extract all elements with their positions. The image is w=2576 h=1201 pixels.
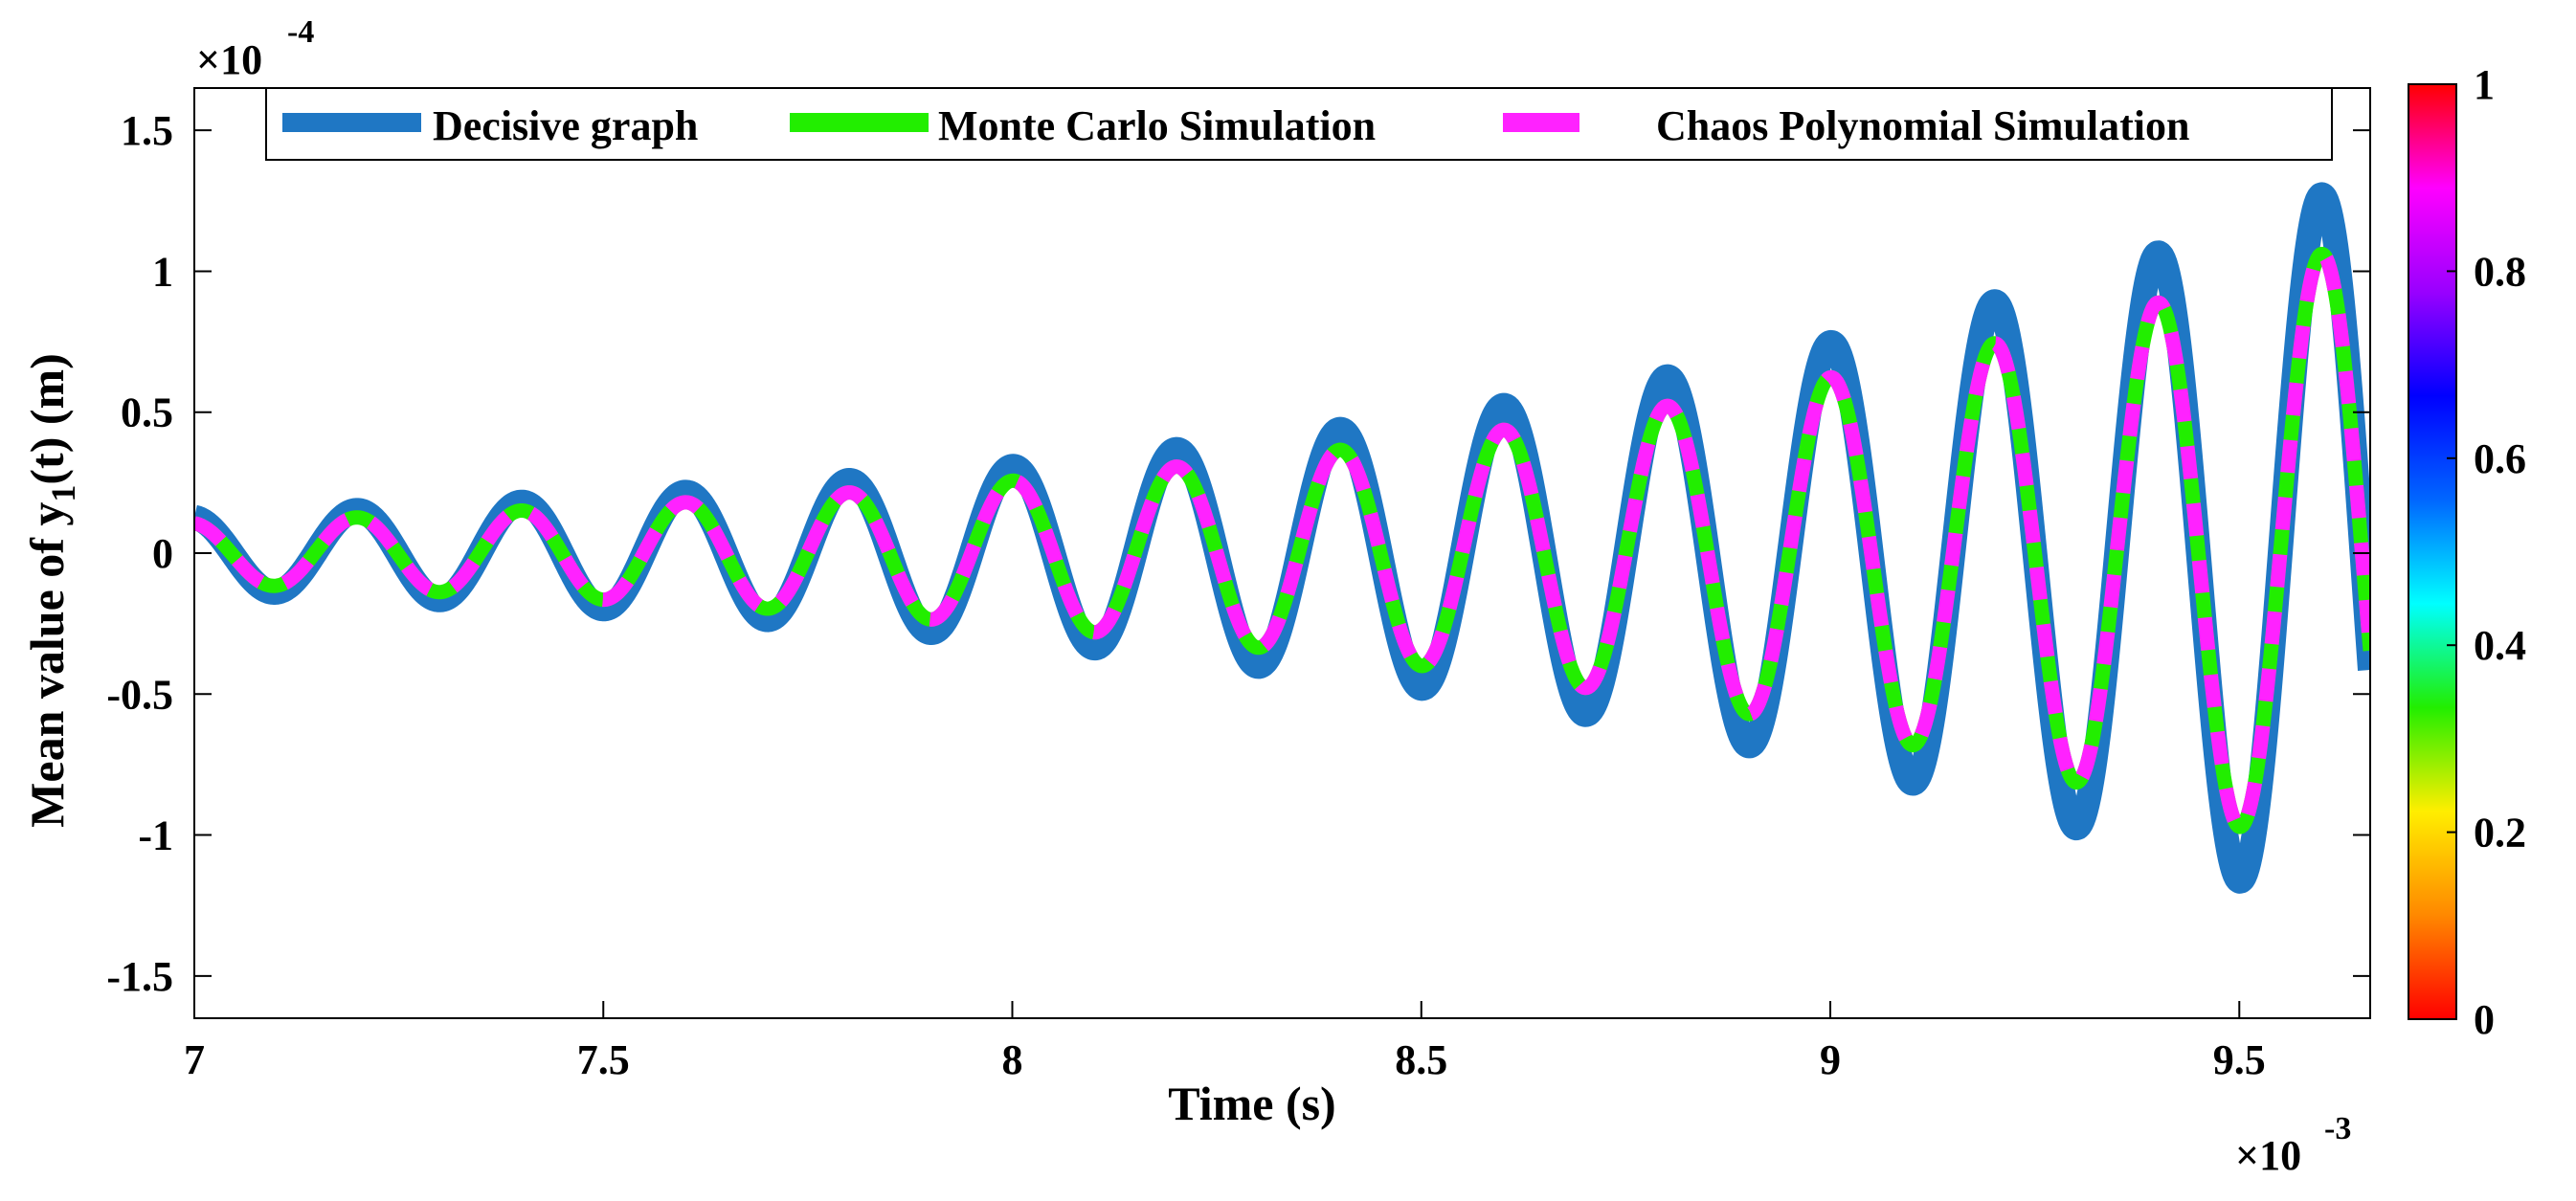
colorbar-tick-label: 0.4 [2474, 622, 2526, 669]
y-tick-label: 1 [152, 248, 173, 295]
x-axis-label: Time (s) [1168, 1077, 1335, 1130]
x-tick-label: 7.5 [577, 1036, 630, 1083]
x-tick-label: 7 [184, 1036, 205, 1083]
colorbar-tick-label: 0 [2474, 996, 2495, 1043]
legend: Decisive graph Monte Carlo Simulation Ch… [265, 87, 2333, 161]
x-axis: 7 7.5 8 8.5 9 9.5 [184, 88, 2266, 1083]
legend-label-chaos: Chaos Polynomial Simulation [1656, 102, 2189, 149]
colorbar-ticks: 0 0.2 0.4 0.6 0.8 1 [2447, 61, 2526, 1043]
y-tick-label: -1 [138, 812, 173, 859]
colorbar-tick-label: 0.8 [2474, 248, 2526, 295]
y-axis-label: Mean value of y1(t) (m) [20, 353, 82, 828]
x-axis-exponent-power: -3 [2324, 1111, 2351, 1146]
y-tick-label: -1.5 [106, 953, 173, 1000]
y-axis-exponent-base: ×10 [196, 36, 262, 83]
colorbar: 0 0.2 0.4 0.6 0.8 1 [2408, 61, 2526, 1043]
y-axis-label-main: Mean value of y [20, 502, 74, 828]
colorbar-tick-label: 0.2 [2474, 810, 2526, 856]
y-axis-label-subscript: 1 [44, 485, 82, 502]
x-tick-label: 9 [1820, 1036, 1841, 1083]
y-tick-label: 0.5 [121, 389, 173, 436]
y-axis: -1.5 -1 -0.5 0 0.5 1 1.5 [106, 107, 2370, 1000]
legend-box [265, 87, 2333, 161]
y-tick-label: 0 [152, 530, 173, 577]
y-tick-label: 1.5 [121, 107, 173, 154]
colorbar-tick-label: 1 [2474, 61, 2495, 108]
colorbar-gradient [2408, 83, 2457, 1020]
x-tick-label: 9.5 [2213, 1036, 2266, 1083]
colorbar-tick-label: 0.6 [2474, 435, 2526, 482]
y-tick-label: -0.5 [106, 671, 173, 718]
y-axis-exponent-power: -4 [287, 14, 314, 50]
y-axis-label-tail: (t) (m) [20, 353, 74, 484]
legend-label-monte-carlo: Monte Carlo Simulation [938, 102, 1376, 149]
series-chaos-polynomial [194, 246, 2370, 834]
series-layer [194, 182, 2370, 894]
x-axis-exponent-base: ×10 [2235, 1132, 2301, 1179]
x-tick-label: 8.5 [1395, 1036, 1447, 1083]
x-tick-label: 8 [1002, 1036, 1023, 1083]
legend-label-decisive: Decisive graph [433, 102, 698, 149]
